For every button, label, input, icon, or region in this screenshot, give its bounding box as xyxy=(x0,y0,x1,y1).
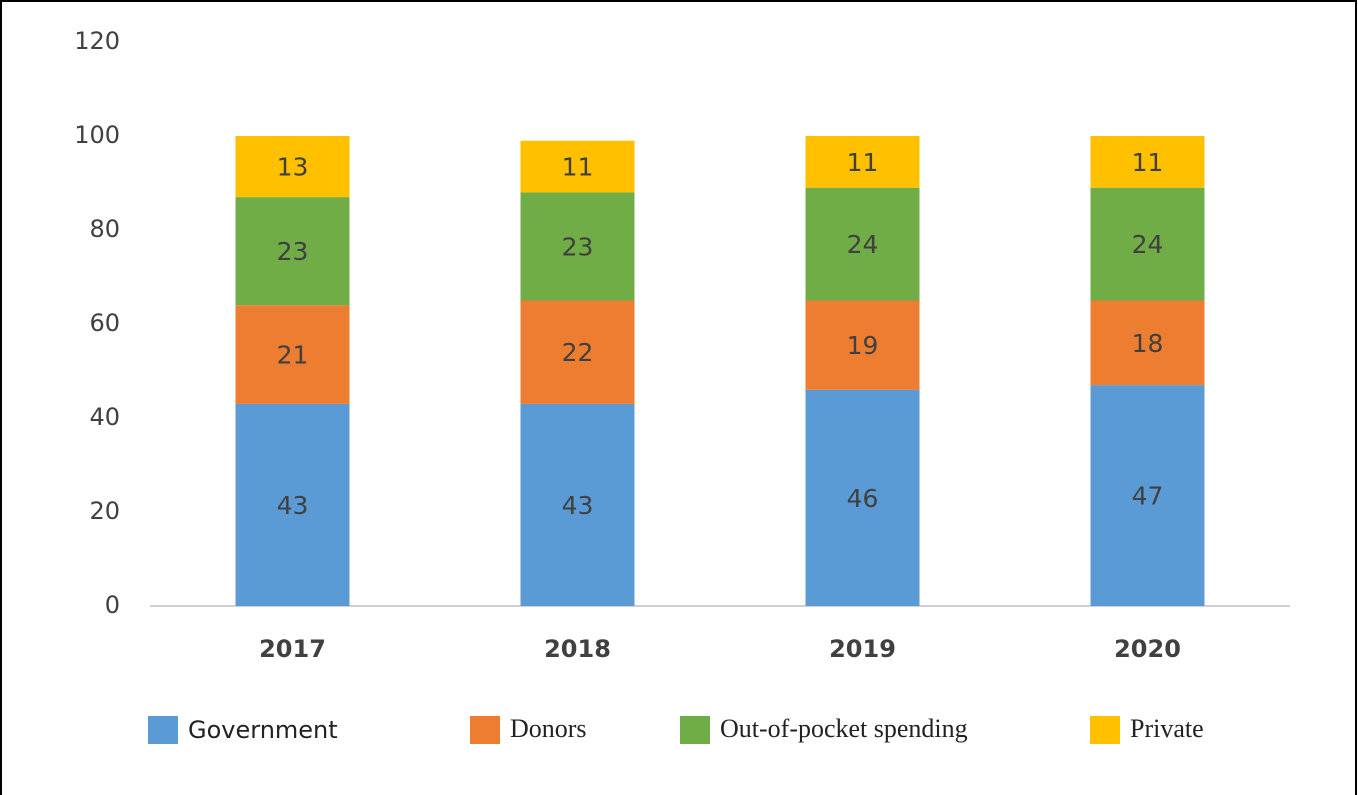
data-label: 43 xyxy=(277,491,309,520)
x-tick-label: 2020 xyxy=(1114,635,1181,663)
legend-swatch xyxy=(680,716,710,744)
data-label: 11 xyxy=(1132,148,1164,177)
legend-swatch xyxy=(1090,716,1120,744)
x-tick-label: 2019 xyxy=(829,635,896,663)
bar-segment xyxy=(520,192,635,301)
legend-label: Government xyxy=(188,716,338,744)
data-label: 24 xyxy=(847,230,879,259)
data-label: 18 xyxy=(1132,329,1164,358)
y-tick-label: 60 xyxy=(89,309,120,337)
bar-segment xyxy=(1090,300,1205,386)
legend-swatch xyxy=(148,716,178,744)
y-tick-label: 100 xyxy=(74,121,120,149)
bar-segment xyxy=(235,136,350,198)
y-tick-label: 80 xyxy=(89,215,120,243)
legend-label: Private xyxy=(1130,714,1204,743)
data-label: 23 xyxy=(277,237,309,266)
data-label: 11 xyxy=(847,148,879,177)
y-tick-label: 20 xyxy=(89,497,120,525)
bar-segment xyxy=(1090,385,1205,606)
data-label: 21 xyxy=(277,341,309,370)
data-label: 22 xyxy=(562,338,594,367)
y-tick-label: 120 xyxy=(74,27,120,55)
bar-segment xyxy=(805,300,920,390)
bar-segment xyxy=(235,403,350,606)
bar-segment xyxy=(235,305,350,404)
bar-segment xyxy=(520,140,635,193)
data-label: 11 xyxy=(562,153,594,182)
data-label: 46 xyxy=(847,484,879,513)
legend-label: Out-of-pocket spending xyxy=(720,714,968,743)
legend-label: Donors xyxy=(510,714,587,743)
bar-segment xyxy=(520,300,635,404)
bar-segment xyxy=(235,197,350,306)
data-label: 19 xyxy=(847,331,879,360)
bar-segment xyxy=(1090,187,1205,301)
data-label: 24 xyxy=(1132,230,1164,259)
bar-segment xyxy=(805,136,920,188)
bar-segment xyxy=(1090,136,1205,188)
data-label: 47 xyxy=(1132,482,1164,511)
x-tick-label: 2018 xyxy=(544,635,611,663)
legend-swatch xyxy=(470,716,500,744)
bar-segment xyxy=(520,403,635,606)
y-tick-label: 40 xyxy=(89,403,120,431)
data-label: 43 xyxy=(562,491,594,520)
data-label: 13 xyxy=(277,153,309,182)
bar-segment xyxy=(805,187,920,301)
x-tick-label: 2017 xyxy=(259,635,326,663)
bar-segment xyxy=(805,389,920,606)
y-tick-label: 0 xyxy=(105,591,120,619)
data-label: 23 xyxy=(562,232,594,261)
